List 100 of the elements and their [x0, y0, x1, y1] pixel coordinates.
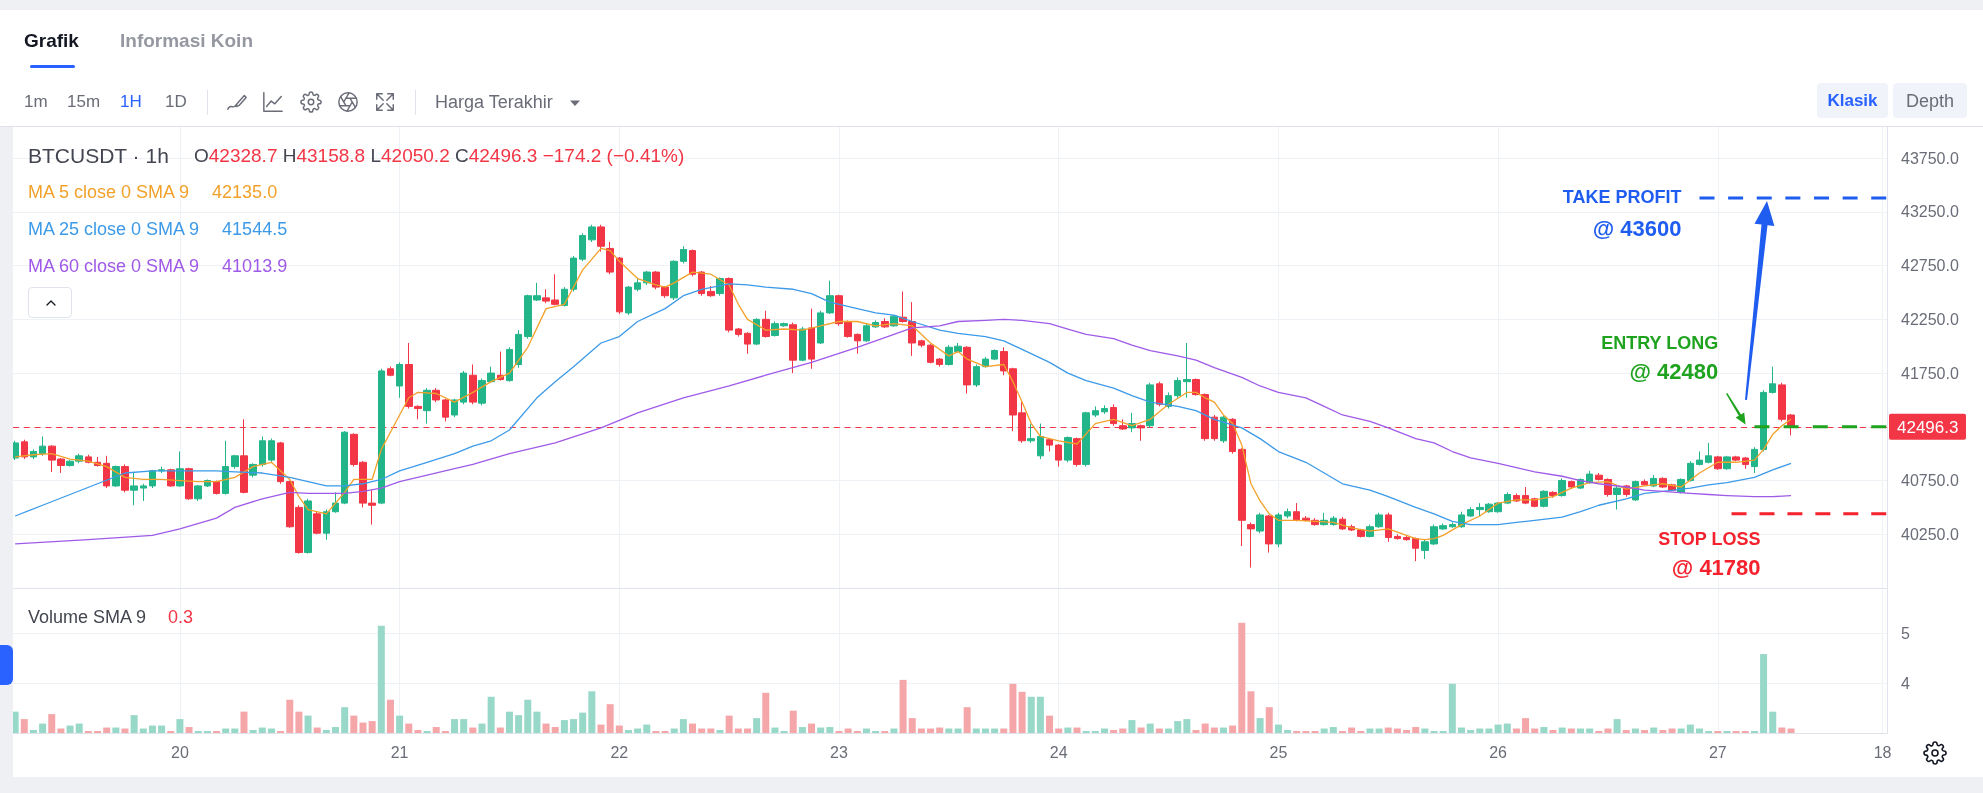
- annotation: 42135.0: [212, 181, 278, 203]
- candlestick: [515, 329, 522, 369]
- text: Informasi Koin: [120, 30, 254, 52]
- candlestick: [616, 256, 623, 315]
- candlestick: [1027, 423, 1035, 444]
- candlestick: [387, 366, 394, 377]
- candlestick: [625, 285, 632, 316]
- x-tick-label: 20: [171, 743, 189, 761]
- candlestick: [1687, 460, 1694, 483]
- x-tick-label: 21: [390, 743, 409, 761]
- candlestick: [1238, 447, 1246, 547]
- candlestick: [670, 259, 678, 301]
- candlestick: [1641, 478, 1648, 487]
- x-tick-label: 25: [1269, 743, 1288, 761]
- candlestick: [863, 323, 870, 343]
- candlestick: [1449, 521, 1456, 529]
- candlestick: [634, 278, 641, 292]
- text: 42496.3: [1889, 413, 1967, 441]
- candlestick: [469, 363, 477, 405]
- annotation: TAKE PROFIT @ 43600: [1562, 187, 1682, 242]
- candlestick: [259, 435, 266, 468]
- candlestick: [588, 224, 596, 243]
- candlestick: [1705, 442, 1712, 464]
- candlestick: [1275, 512, 1282, 548]
- candlestick: [799, 326, 806, 362]
- candlestick: [1064, 435, 1072, 463]
- text: Grafik: [24, 30, 79, 52]
- annotation: 41544.5: [222, 218, 288, 240]
- candlestick: [1357, 528, 1365, 538]
- candlestick: [1723, 455, 1731, 471]
- y-tick-label: 40250.0: [1901, 525, 1959, 543]
- y-tick-label: 5: [1901, 625, 1910, 643]
- y-tick-label: 41750.0: [1901, 364, 1959, 382]
- candlestick: [1183, 342, 1191, 399]
- y-tick-label: 43750.0: [1901, 149, 1959, 167]
- candlestick: [1696, 451, 1703, 466]
- candlestick: [680, 245, 687, 264]
- candlestick: [1046, 438, 1053, 453]
- candlestick: [826, 280, 834, 315]
- candlestick: [1540, 489, 1548, 508]
- candlestick: [1101, 404, 1108, 415]
- candlestick: [1037, 423, 1044, 460]
- candlestick: [1073, 437, 1081, 468]
- candlestick: [1403, 534, 1410, 542]
- x-tick-label: 26: [1489, 743, 1508, 761]
- text: O42328.7 H43158.8 L42050.2 C42496.3 −174.2 (−0.41%): [194, 145, 685, 167]
- annotation: 0.3: [168, 606, 194, 628]
- candlestick: [1192, 377, 1200, 397]
- candlestick: [341, 430, 348, 505]
- candlestick: [1211, 414, 1218, 442]
- candlestick: [1082, 411, 1090, 468]
- candlestick: [39, 435, 46, 457]
- y-tick-label: 42750.0: [1901, 257, 1959, 275]
- candlestick: [1174, 376, 1181, 399]
- candlestick: [1714, 455, 1722, 471]
- y-tick-label: 42250.0: [1901, 310, 1959, 328]
- candlestick: [1247, 521, 1255, 569]
- candlestick: [1110, 403, 1117, 427]
- candlestick: [1732, 455, 1740, 462]
- text: MA 5 close 0 SMA 9: [28, 181, 190, 203]
- text: MA 60 close 0 SMA 9: [28, 255, 200, 277]
- candlestick: [396, 361, 403, 399]
- candlestick: [725, 276, 733, 333]
- candlestick: [506, 346, 513, 383]
- candlestick: [963, 345, 971, 394]
- candlestick: [323, 509, 330, 541]
- candlestick: [1760, 389, 1767, 453]
- text: 1H: [120, 92, 142, 112]
- text: MA 25 close 0 SMA 9: [28, 218, 200, 240]
- candlestick: [268, 438, 275, 463]
- x-tick-label: 27: [1708, 743, 1727, 761]
- candlestick: [991, 348, 998, 361]
- candlestick: [304, 498, 312, 555]
- candlestick: [1146, 382, 1154, 429]
- candlestick: [277, 441, 284, 485]
- annotation: 41013.9: [222, 255, 288, 277]
- text: 1D: [165, 92, 187, 112]
- candlestick: [597, 224, 605, 253]
- candlestick: [1751, 446, 1758, 474]
- candlestick: [1256, 512, 1264, 534]
- candlestick: [1558, 477, 1566, 498]
- candlestick: [1201, 393, 1209, 442]
- candlestick: [1092, 405, 1099, 418]
- candlestick: [21, 439, 28, 460]
- candlestick: [313, 511, 321, 535]
- candlestick: [13, 440, 19, 461]
- toggle-button: Klasik: [1817, 83, 1888, 118]
- y-tick-label: 4: [1901, 674, 1910, 692]
- candlestick: [1055, 443, 1062, 468]
- candlestick: [854, 332, 861, 355]
- annotation: STOP LOSS @ 41780: [1658, 528, 1761, 580]
- candlestick: [140, 483, 147, 502]
- text: Volume SMA 9: [28, 606, 147, 628]
- candlestick: [744, 331, 751, 355]
- candlestick: [451, 398, 458, 418]
- x-tick-label: 23: [830, 743, 849, 761]
- candlestick: [1265, 514, 1273, 554]
- text: Harga Terakhir: [435, 91, 553, 113]
- candlestick: [460, 370, 467, 405]
- candlestick: [753, 317, 760, 346]
